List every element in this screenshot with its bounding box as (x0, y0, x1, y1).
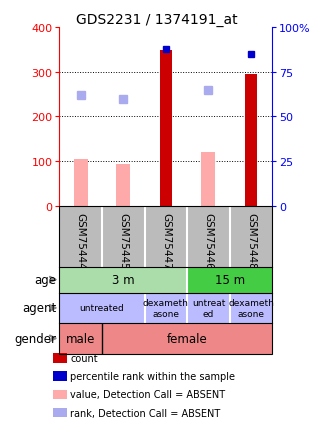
Text: percentile rank within the sample: percentile rank within the sample (70, 372, 235, 381)
Text: rank, Detection Call = ABSENT: rank, Detection Call = ABSENT (70, 408, 221, 418)
Bar (59, 267, 187, 293)
Bar (230, 293, 272, 323)
Bar (160, 50, 172, 206)
Text: GSM75445: GSM75445 (118, 212, 128, 269)
Text: GSM75448: GSM75448 (246, 212, 256, 269)
Text: count: count (70, 353, 98, 363)
Text: GDS2231 / 1374191_at: GDS2231 / 1374191_at (76, 13, 237, 27)
Text: age: age (34, 273, 56, 286)
Bar (59, 293, 145, 323)
Text: value, Detection Call = ABSENT: value, Detection Call = ABSENT (70, 390, 226, 399)
Bar (116, 165, 130, 206)
Bar (145, 293, 187, 323)
Text: dexameth
asone: dexameth asone (228, 299, 274, 318)
Bar (187, 267, 272, 293)
Bar (102, 323, 272, 354)
Text: untreated: untreated (80, 304, 124, 312)
Text: 3 m: 3 m (112, 273, 135, 286)
Bar (245, 75, 257, 206)
Bar (187, 293, 230, 323)
Text: agent: agent (22, 302, 56, 315)
Text: GSM75446: GSM75446 (203, 212, 213, 269)
Bar (74, 160, 88, 206)
Text: GSM75444: GSM75444 (76, 212, 86, 269)
Text: dexameth
asone: dexameth asone (143, 299, 189, 318)
Bar (59, 323, 102, 354)
Text: GSM75447: GSM75447 (161, 212, 171, 269)
Bar (202, 153, 215, 206)
Text: gender: gender (14, 332, 56, 345)
Text: untreat
ed: untreat ed (192, 299, 225, 318)
Text: male: male (66, 332, 95, 345)
Text: 15 m: 15 m (215, 273, 245, 286)
Text: female: female (167, 332, 208, 345)
